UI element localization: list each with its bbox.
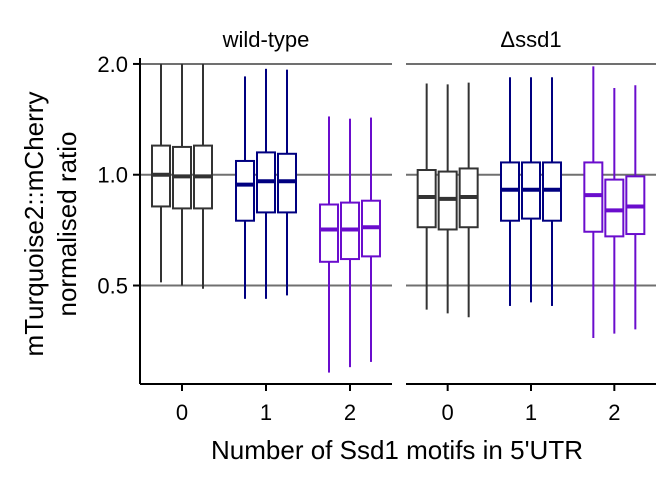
box-2-2-2-body (604, 178, 625, 238)
panel-2: Δssd1 0 1 2 (406, 27, 656, 425)
panel-label-2: Δssd1 (500, 27, 561, 52)
x-tick-label-2-0: 0 (442, 400, 454, 425)
panel-1: wild-type 0 1 2 (140, 27, 392, 425)
panels-layer: wild-type 0 1 2 Δssd1 0 1 2 0.5 1.0 2.0 (97, 27, 656, 425)
x-tick-label-1-1: 1 (260, 400, 272, 425)
box-1-1-1-body (235, 159, 255, 222)
y-axis-title-line-2: normalised ratio (52, 132, 82, 317)
x-tick-label-1-2: 2 (344, 400, 356, 425)
y-tick-label-1: 0.5 (97, 274, 128, 299)
y-tick-label-2: 1.0 (97, 163, 128, 188)
panel-label-1: wild-type (222, 27, 310, 52)
y-axis-title-line-1: mTurquoise2::mCherry (19, 92, 49, 357)
x-tick-label-2-2: 2 (608, 400, 620, 425)
x-axis-title: Number of Ssd1 motifs in 5'UTR (211, 435, 583, 465)
x-tick-label-2-1: 1 (525, 400, 537, 425)
x-tick-label-1-0: 0 (176, 400, 188, 425)
y-tick-label-3: 2.0 (97, 52, 128, 77)
box-1-2-1-body (319, 203, 339, 263)
